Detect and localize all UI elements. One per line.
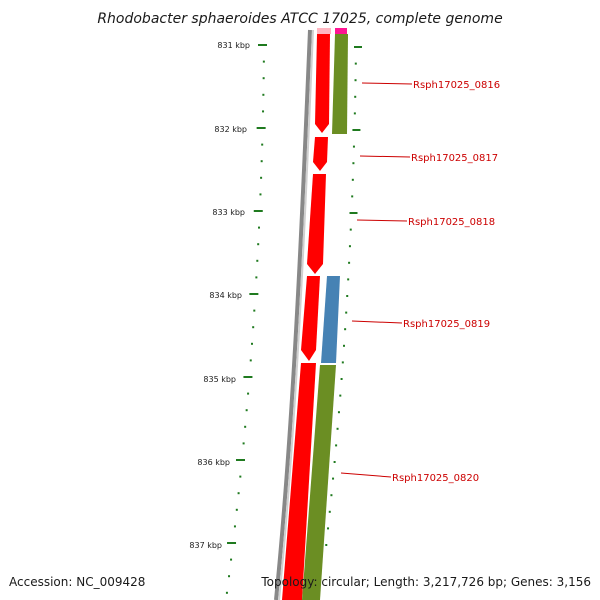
minor-tick: [339, 394, 342, 397]
minor-tick: [325, 544, 328, 546]
minor-tick: [353, 112, 356, 115]
minor-tick: [262, 93, 265, 96]
cog-feature-0819[interactable]: [321, 276, 340, 363]
minor-tick: [347, 278, 350, 281]
cog-feature-0820[interactable]: [302, 365, 336, 600]
map-title: Rhodobacter sphaeroides ATCC 17025, comp…: [97, 11, 502, 27]
minor-tick: [337, 411, 340, 414]
gene-leaders: [340, 82, 413, 478]
minor-tick: [346, 295, 349, 297]
gene-label-0817[interactable]: Rsph17025_0817: [411, 153, 498, 164]
minor-tick: [261, 143, 264, 146]
minor-tick: [249, 359, 252, 362]
gene-feature-0818[interactable]: [307, 174, 326, 274]
major-tick: [349, 212, 358, 214]
scale-label-836: 836 kbp: [197, 458, 230, 467]
minor-tick: [354, 95, 357, 98]
major-tick: [253, 210, 263, 212]
gene-label-0819[interactable]: Rsph17025_0819: [403, 319, 490, 330]
major-tick: [352, 129, 361, 131]
minor-tick: [344, 328, 347, 331]
minor-tick: [225, 591, 228, 594]
minor-tick: [242, 442, 245, 445]
minor-tick: [262, 60, 265, 63]
scale-label-833: 833 kbp: [212, 208, 245, 217]
minor-tick: [245, 409, 248, 412]
minor-tick: [351, 178, 354, 181]
minor-tick: [332, 477, 335, 480]
scale-label-837: 837 kbp: [189, 541, 222, 550]
minor-tick: [335, 444, 338, 447]
topology-text: Topology: circular; Length: 3,217,726 bp…: [260, 575, 591, 589]
minor-tick: [260, 176, 263, 179]
major-tick: [354, 46, 362, 48]
minor-tick: [258, 226, 261, 229]
accession-text: Accession: NC_009428: [9, 575, 145, 589]
scale-label-835: 835 kbp: [203, 375, 236, 384]
scale-ticks-left: [225, 44, 267, 594]
major-tick: [227, 542, 237, 544]
scale-ticks-right: [325, 46, 362, 546]
scale-label-832: 832 kbp: [214, 125, 247, 134]
major-tick: [258, 44, 267, 46]
minor-tick: [230, 558, 233, 561]
minor-tick: [262, 77, 265, 80]
minor-tick: [352, 162, 355, 165]
backbone-shadow: [278, 29, 314, 600]
scale-label-831: 831 kbp: [217, 41, 250, 50]
gene-label-0816[interactable]: Rsph17025_0816: [413, 80, 500, 91]
gene-label-0818[interactable]: Rsph17025_0818: [408, 217, 495, 228]
minor-tick: [260, 160, 263, 163]
minor-tick: [340, 378, 343, 380]
minor-tick: [259, 193, 262, 196]
major-tick: [256, 127, 266, 129]
minor-tick: [333, 461, 336, 463]
minor-tick: [351, 195, 354, 198]
minor-tick: [255, 276, 258, 279]
minor-tick: [247, 392, 250, 395]
minor-tick: [341, 361, 344, 364]
minor-tick: [239, 475, 242, 478]
minor-tick: [348, 245, 351, 248]
scale-labels: 831 kbp 832 kbp 833 kbp 834 kbp 835 kbp …: [189, 41, 250, 550]
feature-top-magenta[interactable]: [335, 28, 347, 34]
gene-labels: Rsph17025_0816 Rsph17025_0817 Rsph17025_…: [392, 80, 500, 484]
feature-top-pink[interactable]: [317, 28, 331, 34]
minor-tick: [244, 425, 247, 428]
minor-tick: [253, 309, 256, 312]
minor-tick: [250, 342, 253, 345]
minor-tick: [262, 110, 265, 113]
minor-tick: [354, 62, 357, 65]
gene-feature-0819[interactable]: [301, 276, 320, 361]
gene-label-0820[interactable]: Rsph17025_0820: [392, 473, 479, 484]
minor-tick: [257, 243, 260, 246]
minor-tick: [345, 311, 348, 314]
major-tick: [235, 459, 245, 461]
minor-tick: [352, 145, 355, 148]
minor-tick: [237, 492, 240, 495]
major-tick: [243, 376, 253, 378]
minor-tick: [252, 326, 255, 329]
minor-tick: [349, 228, 352, 231]
genome-backbone: [274, 29, 312, 600]
minor-tick: [336, 427, 339, 430]
major-tick: [249, 293, 259, 295]
minor-tick: [342, 344, 345, 347]
minor-tick: [354, 79, 357, 82]
scale-label-834: 834 kbp: [209, 291, 242, 300]
minor-tick: [233, 525, 236, 528]
minor-tick: [330, 494, 333, 497]
minor-tick: [235, 508, 238, 511]
minor-tick: [327, 527, 330, 530]
minor-tick: [228, 575, 231, 578]
minor-tick: [348, 261, 351, 264]
minor-tick: [256, 259, 259, 262]
gene-feature-0817[interactable]: [313, 137, 328, 171]
gene-feature-0820[interactable]: [282, 363, 316, 600]
gene-feature-0816[interactable]: [315, 34, 330, 133]
minor-tick: [328, 510, 331, 513]
cog-feature-0816[interactable]: [332, 34, 348, 134]
